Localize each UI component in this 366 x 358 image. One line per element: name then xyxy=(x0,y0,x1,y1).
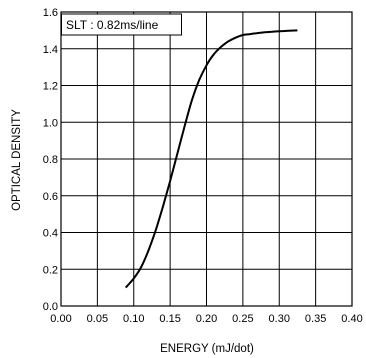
x-tick-labels: 0.00 0.05 0.10 0.15 0.20 0.25 0.30 0.35 0.40 xyxy=(50,313,362,325)
y-tick-label: 1.6 xyxy=(43,7,58,19)
x-tick-label: 0.40 xyxy=(341,313,362,325)
y-tick-label: 0.4 xyxy=(43,228,58,240)
x-tick-label: 0.10 xyxy=(123,313,144,325)
x-tick-label: 0.05 xyxy=(87,313,108,325)
x-tick-label: 0.20 xyxy=(196,313,217,325)
x-tick-label: 0.00 xyxy=(50,313,71,325)
y-tick-label: 1.0 xyxy=(43,117,58,129)
annotation-text: SLT : 0.82ms/line xyxy=(66,18,159,32)
x-tick-label: 0.35 xyxy=(305,313,326,325)
grid xyxy=(61,12,352,306)
y-tick-label: 0.8 xyxy=(43,154,58,166)
y-tick-labels: 0.0 0.2 0.4 0.6 0.8 1.0 1.2 1.4 1.6 xyxy=(43,7,58,313)
x-axis-label: ENERGY (mJ/dot) xyxy=(160,343,254,355)
y-tick-label: 1.4 xyxy=(43,44,58,56)
y-tick-label: 0.2 xyxy=(43,264,58,276)
y-tick-label: 0.0 xyxy=(43,301,58,313)
plot-frame xyxy=(60,11,353,307)
x-tick-label: 0.25 xyxy=(232,313,253,325)
y-tick-label: 0.6 xyxy=(43,191,58,203)
density-curve xyxy=(124,29,298,289)
y-tick-label: 1.2 xyxy=(43,81,58,93)
annotation-box: SLT : 0.82ms/line xyxy=(61,13,182,36)
x-tick-label: 0.30 xyxy=(269,313,290,325)
y-axis-label: OPTICAL DENSITY xyxy=(11,109,23,211)
x-tick-label: 0.15 xyxy=(159,313,180,325)
